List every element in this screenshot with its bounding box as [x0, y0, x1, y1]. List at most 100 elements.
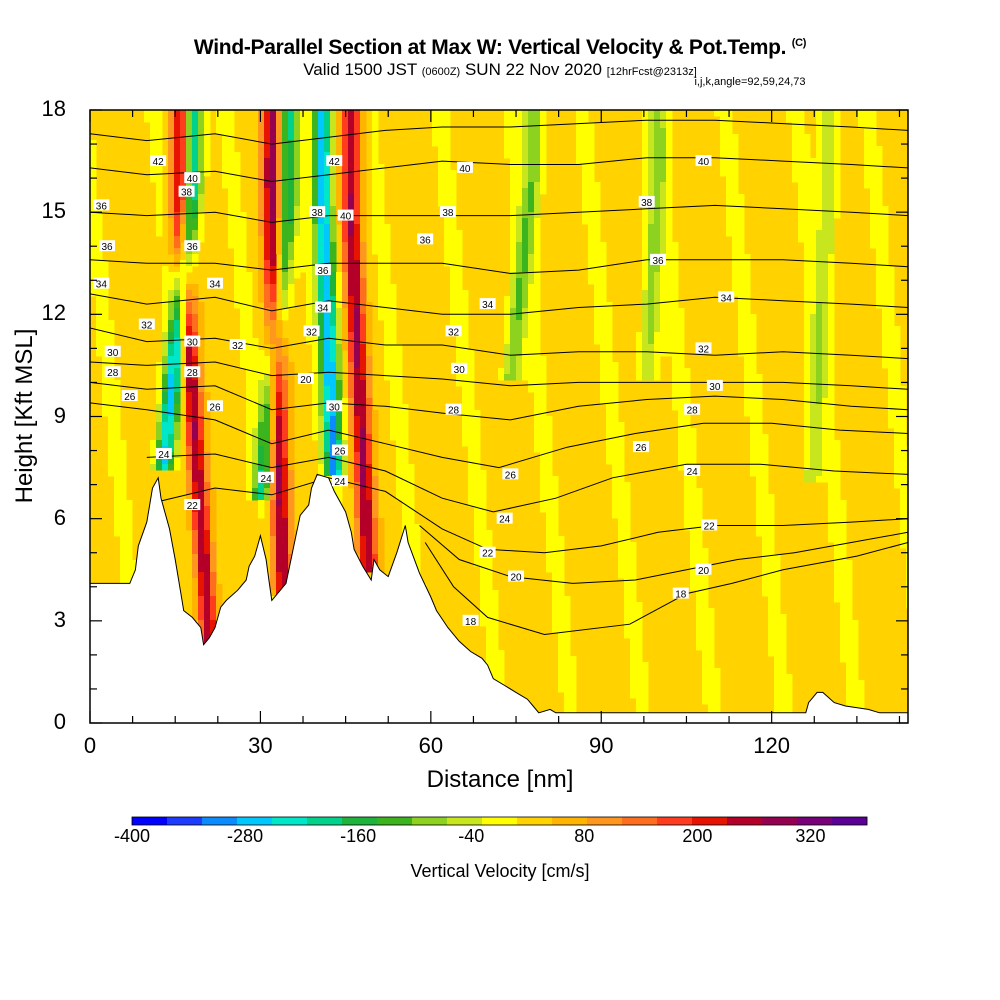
field-cell	[510, 242, 517, 249]
field-cell	[528, 278, 535, 285]
field-cell	[456, 230, 463, 237]
field-cell	[672, 296, 679, 303]
field-cell	[120, 560, 127, 567]
field-cell	[678, 398, 685, 405]
field-cell	[690, 548, 697, 555]
field-cell	[882, 326, 889, 333]
field-cell	[282, 422, 289, 429]
field-cell	[756, 506, 763, 513]
field-cell	[684, 446, 691, 453]
field-cell	[894, 350, 901, 357]
field-cell	[204, 602, 211, 609]
field-cell	[354, 482, 361, 489]
field-cell	[168, 314, 175, 321]
field-cell	[180, 176, 187, 183]
field-cell	[276, 122, 283, 129]
field-cell	[798, 164, 805, 171]
field-cell	[594, 206, 601, 213]
field-cell	[828, 344, 835, 351]
field-cell	[750, 440, 757, 447]
field-cell	[510, 338, 517, 345]
field-cell	[348, 428, 355, 435]
field-cell	[618, 500, 625, 507]
field-cell	[330, 128, 337, 135]
field-cell	[822, 254, 829, 261]
field-cell	[672, 242, 679, 249]
field-cell	[372, 452, 379, 459]
field-cell	[774, 584, 781, 591]
field-cell	[834, 470, 841, 477]
field-cell	[198, 458, 205, 465]
field-cell	[402, 440, 409, 447]
field-cell	[192, 122, 199, 129]
field-cell	[198, 350, 205, 357]
field-cell	[96, 266, 103, 273]
field-cell	[804, 290, 811, 297]
field-cell	[666, 182, 673, 189]
field-cell	[678, 440, 685, 447]
field-cell	[342, 272, 349, 279]
field-cell	[258, 230, 265, 237]
field-cell	[288, 128, 295, 135]
field-cell	[558, 662, 565, 669]
field-cell	[360, 488, 367, 495]
field-cell	[258, 446, 265, 453]
field-cell	[96, 314, 103, 321]
isentrope-38	[90, 204, 908, 223]
field-cell	[528, 272, 535, 279]
field-cell	[336, 344, 343, 351]
field-cell	[96, 308, 103, 315]
field-cell	[840, 584, 847, 591]
field-cell	[540, 152, 547, 159]
field-cell	[246, 476, 253, 483]
contour-label: 28	[104, 366, 121, 379]
field-cell	[540, 170, 547, 177]
field-cell	[804, 458, 811, 465]
field-cell	[804, 200, 811, 207]
field-cell	[324, 284, 331, 291]
field-cell	[378, 170, 385, 177]
field-cell	[168, 242, 175, 249]
field-cell	[528, 266, 535, 273]
field-cell	[156, 110, 163, 117]
field-cell	[372, 422, 379, 429]
field-cell	[90, 254, 97, 261]
field-cell	[396, 344, 403, 351]
field-cell	[192, 224, 199, 231]
field-cell	[678, 344, 685, 351]
field-cell	[210, 578, 217, 585]
field-cell	[282, 542, 289, 549]
field-cell	[354, 470, 361, 477]
field-cell	[510, 332, 517, 339]
field-cell	[258, 284, 265, 291]
field-cell	[642, 134, 649, 141]
field-cell	[642, 230, 649, 237]
field-cell	[180, 290, 187, 297]
field-cell	[804, 440, 811, 447]
field-cell	[324, 416, 331, 423]
field-cell	[834, 530, 841, 537]
field-cell	[828, 404, 835, 411]
field-cell	[546, 476, 553, 483]
field-cell	[624, 524, 631, 531]
field-cell	[216, 128, 223, 135]
field-cell	[294, 170, 301, 177]
field-cell	[750, 344, 757, 351]
field-cell	[198, 566, 205, 573]
field-cell	[336, 176, 343, 183]
field-cell	[762, 464, 769, 471]
field-cell	[612, 482, 619, 489]
field-cell	[384, 356, 391, 363]
field-cell	[474, 464, 481, 471]
field-cell	[774, 620, 781, 627]
field-cell	[162, 374, 169, 381]
field-cell	[384, 242, 391, 249]
field-cell	[192, 212, 199, 219]
field-cell	[510, 116, 517, 123]
field-cell	[684, 452, 691, 459]
field-cell	[348, 188, 355, 195]
field-cell	[738, 212, 745, 219]
field-cell	[120, 464, 127, 471]
field-cell	[252, 404, 259, 411]
field-cell	[276, 194, 283, 201]
